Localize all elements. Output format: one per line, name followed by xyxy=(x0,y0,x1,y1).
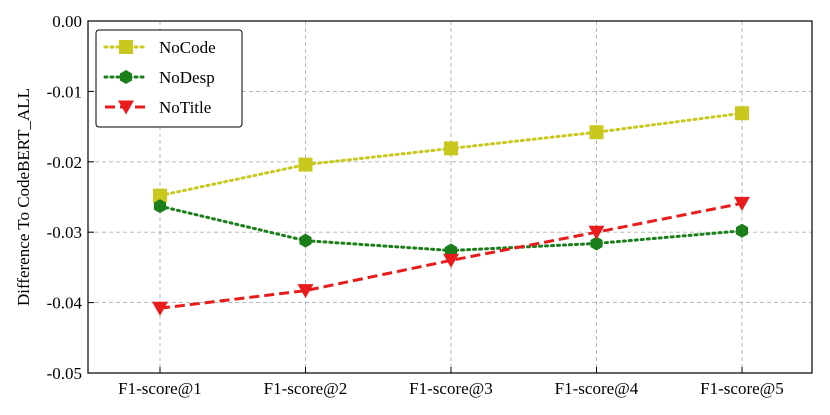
legend-marker xyxy=(119,40,133,54)
y-tick-label: -0.05 xyxy=(47,364,82,383)
data-point xyxy=(443,253,459,268)
x-tick-label: F1-score@5 xyxy=(700,379,784,398)
x-axis: F1-score@1 F1-score@2 F1-score@3 F1-score@4… xyxy=(118,367,784,398)
y-tick-label: -0.04 xyxy=(47,294,83,313)
legend: NoCode NoDesp NoTitle xyxy=(95,29,243,128)
x-tick-label: F1-score@4 xyxy=(555,379,639,398)
series-layer xyxy=(152,106,750,316)
series-nocode xyxy=(153,106,749,203)
legend-marker xyxy=(119,70,133,84)
x-tick-label: F1-score@1 xyxy=(118,379,202,398)
data-point xyxy=(734,196,750,211)
y-tick-label: -0.03 xyxy=(47,223,82,242)
data-point xyxy=(298,157,313,172)
series-nodesp xyxy=(153,199,749,258)
data-point xyxy=(588,225,605,240)
y-tick-label: 0.00 xyxy=(52,12,82,31)
y-tick-label: -0.01 xyxy=(47,82,82,101)
legend-marker xyxy=(118,100,134,115)
x-tick-label: F1-score@3 xyxy=(409,379,493,398)
legend-label: NoTitle xyxy=(159,98,211,117)
series-line xyxy=(159,201,743,310)
data-point xyxy=(590,236,603,251)
data-point xyxy=(589,125,604,140)
y-axis: 0.00 -0.01 -0.02 -0.03 -0.04 -0.05 xyxy=(47,12,94,383)
series-notitle xyxy=(152,196,750,316)
legend-label: NoDesp xyxy=(159,68,215,87)
data-point xyxy=(297,284,314,299)
x-tick-label: F1-score@2 xyxy=(264,379,348,398)
plot-frame xyxy=(87,20,813,374)
legend-label: NoCode xyxy=(159,38,216,57)
y-axis-title: Difference To CodeBERT_ALL xyxy=(14,88,33,306)
data-point xyxy=(153,188,167,203)
data-point xyxy=(153,199,167,214)
data-point xyxy=(735,106,749,121)
data-point xyxy=(299,233,312,248)
data-point xyxy=(152,301,168,316)
data-point xyxy=(444,141,458,156)
data-point xyxy=(735,223,749,238)
y-tick-label: -0.02 xyxy=(47,153,82,172)
